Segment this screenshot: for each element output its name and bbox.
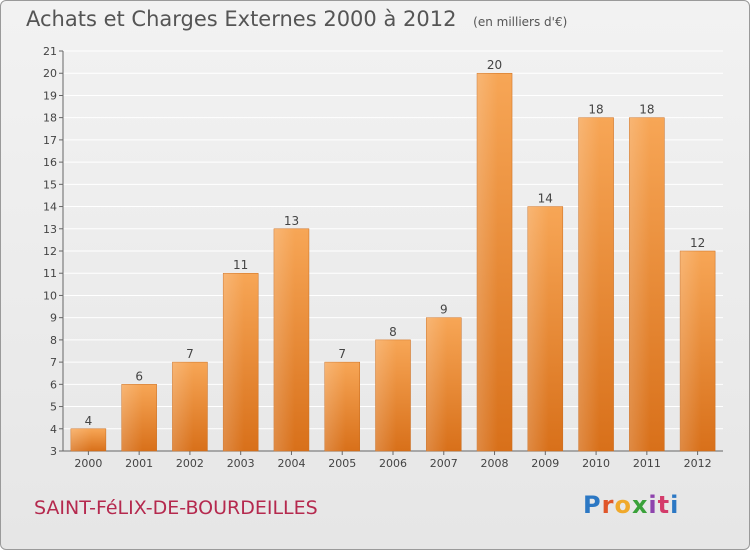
y-tick-label: 5 — [50, 401, 57, 414]
y-tick-label: 9 — [50, 312, 57, 325]
value-label: 14 — [538, 192, 553, 206]
bar-highlight — [223, 273, 259, 451]
y-tick-label: 12 — [43, 245, 57, 258]
value-label: 13 — [284, 214, 299, 228]
x-tick-label: 2003 — [227, 457, 255, 470]
x-tick-label: 2011 — [633, 457, 661, 470]
y-tick-label: 10 — [43, 289, 57, 302]
bar-highlight — [172, 362, 208, 451]
y-tick-label: 3 — [50, 445, 57, 458]
x-tick-label: 2006 — [379, 457, 407, 470]
y-tick-label: 21 — [43, 45, 57, 58]
bar-highlight — [70, 428, 106, 451]
y-tick-label: 13 — [43, 223, 57, 236]
logo-letter: i — [648, 491, 658, 519]
y-tick-label: 16 — [43, 156, 57, 169]
logo-letter: i — [670, 491, 680, 519]
value-label: 11 — [233, 258, 248, 272]
logo-letter: P — [583, 491, 602, 519]
bar-highlight — [680, 251, 716, 451]
y-tick-label: 17 — [43, 134, 57, 147]
chart-title: Achats et Charges Externes 2000 à 2012 (… — [26, 7, 567, 31]
x-tick-label: 2001 — [125, 457, 153, 470]
x-tick-label: 2002 — [176, 457, 204, 470]
x-tick-label: 2004 — [277, 457, 305, 470]
logo-letter: t — [657, 491, 671, 519]
bar-highlight — [578, 117, 614, 452]
value-label: 12 — [690, 236, 705, 250]
x-tick-label: 2000 — [74, 457, 102, 470]
x-tick-label: 2010 — [582, 457, 610, 470]
bar-highlight — [375, 339, 411, 451]
y-tick-label: 8 — [50, 334, 57, 347]
value-label: 6 — [135, 369, 143, 383]
y-tick-label: 6 — [50, 378, 57, 391]
bars — [70, 72, 716, 452]
bar-highlight — [324, 362, 360, 451]
value-label: 4 — [85, 414, 93, 428]
y-tick-label: 11 — [43, 267, 57, 280]
value-label: 18 — [588, 103, 603, 117]
y-tick-label: 18 — [43, 112, 57, 125]
y-tick-label: 7 — [50, 356, 57, 369]
x-tick-label: 2005 — [328, 457, 356, 470]
x-tick-label: 2012 — [684, 457, 712, 470]
bar-highlight — [629, 117, 665, 452]
bar-highlight — [426, 317, 462, 451]
value-label: 7 — [186, 347, 194, 361]
value-label: 20 — [487, 58, 502, 72]
y-tick-label: 19 — [43, 89, 57, 102]
chart-title-text: Achats et Charges Externes 2000 à 2012 — [26, 7, 457, 31]
y-tick-label: 15 — [43, 178, 57, 191]
logo-letter: r — [601, 491, 615, 519]
bar-highlight — [477, 73, 513, 451]
value-label: 8 — [389, 325, 397, 339]
proxiti-logo: Proxiti — [583, 491, 679, 519]
x-tick-label: 2009 — [531, 457, 559, 470]
bar-highlight — [121, 384, 157, 451]
labels: 3 4 5 6 7 8 9 10 11 12 13 14 15 16 17 18 19 20 21 4 2000 6 200… — [43, 45, 712, 470]
y-tick-label: 20 — [43, 67, 57, 80]
x-tick-label: 2007 — [430, 457, 458, 470]
logo-letter: o — [614, 491, 632, 519]
bar-highlight — [273, 228, 309, 451]
logo-letter: x — [631, 491, 649, 519]
y-tick-label: 4 — [50, 423, 57, 436]
value-label: 18 — [639, 103, 654, 117]
y-tick-label: 14 — [43, 201, 57, 214]
commune-name: SAINT-FéLIX-DE-BOURDEILLES — [34, 497, 318, 519]
bar-highlight — [527, 206, 563, 451]
value-label: 7 — [338, 347, 346, 361]
chart-subtitle: (en milliers d'€) — [473, 15, 568, 29]
x-tick-label: 2008 — [481, 457, 509, 470]
value-label: 9 — [440, 303, 448, 317]
